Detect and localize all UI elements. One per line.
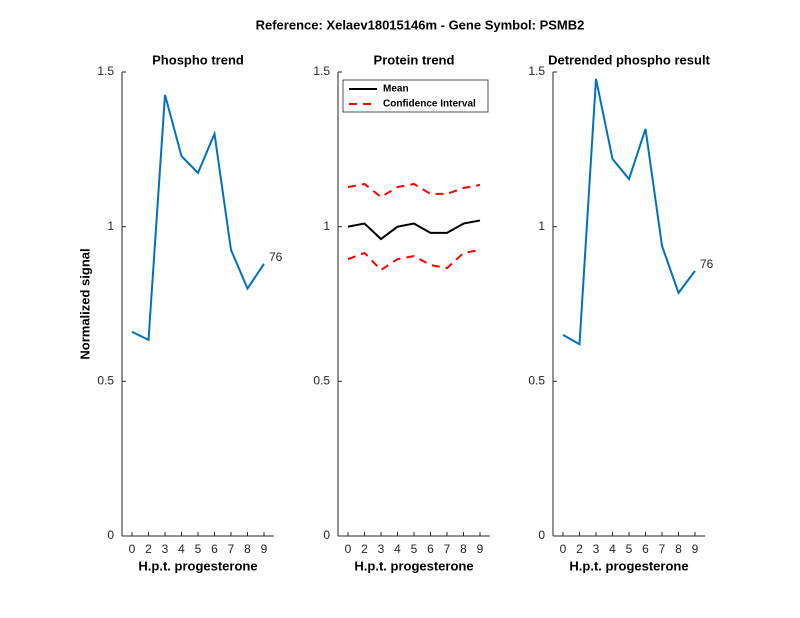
y-tick-label: 0.5 [97, 374, 114, 388]
x-axis-label: H.p.t. progesterone [138, 558, 257, 573]
y-tick-label: 1.5 [313, 64, 330, 78]
panel-title: Phospho trend [152, 52, 244, 67]
y-tick-label: 0 [538, 528, 545, 542]
x-tick-label: 9 [261, 542, 268, 556]
annotation: 76 [700, 257, 714, 271]
x-tick-label: 6 [427, 542, 434, 556]
y-axis-label: Normalized signal [77, 248, 92, 359]
line [562, 78, 696, 346]
x-tick-label: 5 [411, 542, 418, 556]
x-tick-label: 3 [593, 542, 600, 556]
panel-title: Protein trend [374, 52, 455, 67]
x-tick-label: 5 [195, 542, 202, 556]
x-tick-label: 7 [444, 542, 451, 556]
figure-title: Reference: Xelaev18015146m - Gene Symbol… [256, 17, 585, 32]
x-tick-label: 9 [477, 542, 484, 556]
x-tick-label: 4 [394, 542, 401, 556]
x-tick-label: 7 [228, 542, 235, 556]
x-tick-label: 4 [609, 542, 616, 556]
x-tick-label: 3 [162, 542, 169, 556]
line [131, 94, 265, 342]
x-tick-label: 0 [560, 542, 567, 556]
legend-box [342, 79, 489, 113]
x-tick-label: 2 [576, 542, 583, 556]
y-tick-label: 1 [538, 219, 545, 233]
x-axis-label: H.p.t. progesterone [569, 558, 688, 573]
x-tick-label: 6 [642, 542, 649, 556]
x-tick-label: 8 [244, 542, 251, 556]
x-tick-label: 9 [692, 542, 699, 556]
y-tick-label: 1.5 [528, 64, 545, 78]
y-tick-label: 0 [107, 528, 114, 542]
x-tick-label: 5 [626, 542, 633, 556]
y-tick-label: 1 [107, 219, 114, 233]
x-tick-label: 7 [659, 542, 666, 556]
x-tick-label: 2 [361, 542, 368, 556]
line [347, 248, 481, 272]
line [347, 182, 481, 199]
legend-label: Confidence Interval [383, 99, 476, 110]
x-tick-label: 0 [345, 542, 352, 556]
x-tick-label: 6 [211, 542, 218, 556]
annotation: 76 [269, 250, 283, 264]
x-tick-label: 3 [378, 542, 385, 556]
y-tick-label: 0.5 [313, 374, 330, 388]
x-tick-label: 8 [675, 542, 682, 556]
x-tick-label: 4 [178, 542, 185, 556]
y-tick-label: 0 [323, 528, 330, 542]
panel-title: Detrended phospho result [548, 52, 710, 67]
line [347, 219, 481, 241]
y-tick-label: 1.5 [97, 64, 114, 78]
y-tick-label: 1 [323, 219, 330, 233]
x-tick-label: 0 [129, 542, 136, 556]
x-axis-label: H.p.t. progesterone [354, 558, 473, 573]
x-tick-label: 2 [145, 542, 152, 556]
x-tick-label: 8 [460, 542, 467, 556]
legend-label: Mean [383, 84, 409, 95]
y-tick-label: 0.5 [528, 374, 545, 388]
